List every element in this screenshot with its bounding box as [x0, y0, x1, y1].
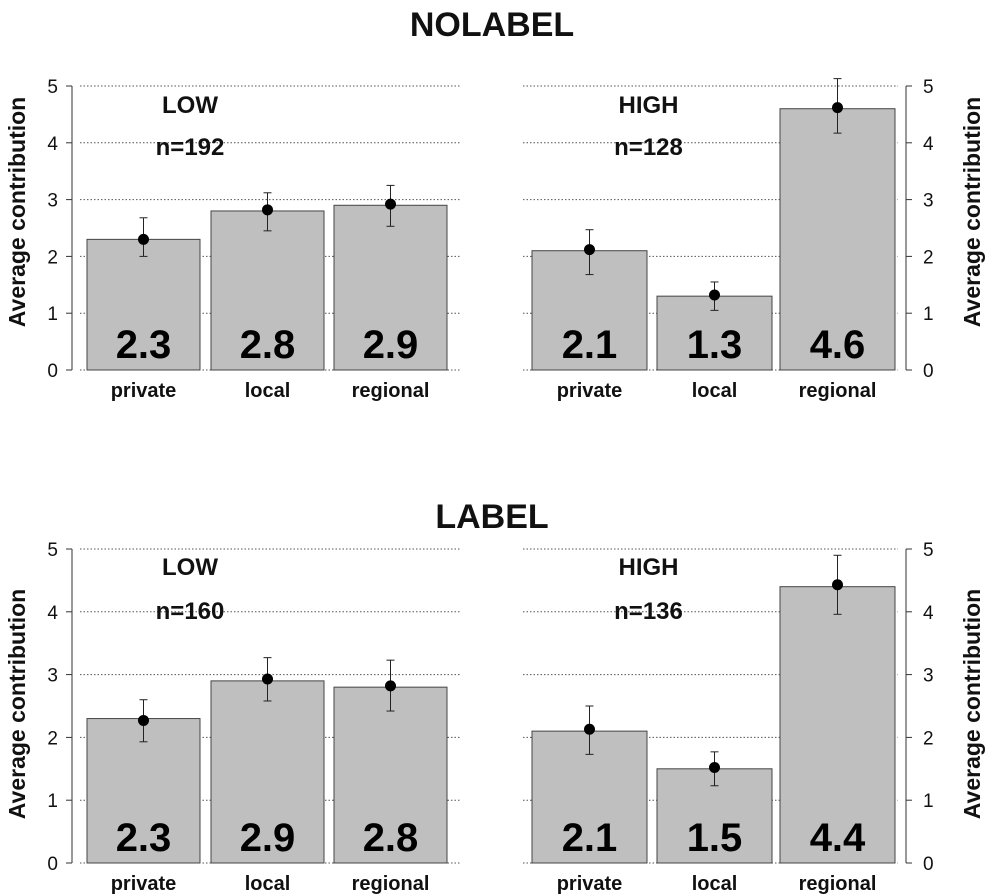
y-axis-title-right: Average contribution [959, 589, 985, 819]
bar-value-label: 1.3 [687, 323, 743, 367]
category-label: local [245, 380, 291, 402]
category-label: local [245, 873, 291, 895]
mean-point [138, 233, 149, 245]
mean-point [832, 102, 843, 114]
mean-point [832, 579, 843, 591]
y-tick-label: 3 [47, 666, 58, 687]
y-tick-label: 5 [47, 540, 58, 561]
panel-group-label: LOW [162, 554, 218, 581]
y-tick-label: 4 [923, 134, 934, 155]
panel-label-low: 0 1 2 3 4 5 LOW n=160 2.3 private 2.9 local 2.8 regio… [47, 540, 460, 895]
y-axis-title-left: Average contribution [4, 589, 30, 819]
panel-nolabel-low: 0 1 2 3 4 5 LOW n=192 2.3 private 2.8 local 2.9 regio… [47, 77, 460, 402]
mean-point [262, 204, 273, 216]
y-tick-label: 5 [47, 77, 58, 98]
y-tick-label: 4 [47, 603, 58, 624]
section-title-label: LABEL [435, 498, 548, 536]
y-axis-title-left: Average contribution [4, 97, 30, 327]
y-tick-label: 0 [923, 361, 934, 382]
category-label: private [557, 380, 623, 402]
y-tick-label: 0 [47, 361, 58, 382]
y-tick-label: 1 [47, 791, 58, 812]
bar-value-label: 2.9 [240, 816, 296, 860]
y-tick-label: 2 [47, 728, 58, 749]
panel-sample-size: n=160 [156, 598, 225, 625]
y-tick-label: 1 [923, 791, 934, 812]
category-label: regional [799, 873, 877, 895]
bar [210, 210, 325, 371]
mean-point [584, 244, 595, 256]
bar [333, 204, 448, 371]
bar-value-label: 2.3 [116, 816, 172, 860]
category-label: regional [352, 380, 430, 402]
category-label: private [557, 873, 623, 895]
nolabel-section: NOLABEL Average contribution Average con… [4, 6, 985, 402]
bar [779, 108, 896, 371]
mean-point [138, 714, 149, 726]
bar [86, 718, 201, 864]
panel-label-high: 0 1 2 3 4 5 HIGH n=136 2.1 private 1.5 local 4.4 regi… [523, 540, 934, 895]
label-section: LABEL Average contribution Average contr… [4, 498, 985, 895]
y-tick-label: 0 [923, 854, 934, 875]
category-label: regional [352, 873, 430, 895]
bar-value-label: 2.1 [562, 323, 618, 367]
y-tick-label: 2 [923, 247, 934, 268]
category-label: local [692, 873, 738, 895]
y-tick-label: 4 [47, 134, 58, 155]
panel-group-label: HIGH [619, 554, 679, 581]
bar-value-label: 4.6 [810, 323, 866, 367]
y-tick-label: 1 [47, 304, 58, 325]
y-tick-label: 3 [47, 191, 58, 212]
y-axis-title-right: Average contribution [959, 97, 985, 327]
y-tick-label: 1 [923, 304, 934, 325]
mean-point [262, 673, 273, 685]
y-tick-label: 2 [47, 247, 58, 268]
category-label: local [692, 380, 738, 402]
mean-point [584, 723, 595, 735]
category-label: private [111, 873, 177, 895]
category-label: regional [799, 380, 877, 402]
bar-value-label: 2.9 [363, 323, 419, 367]
section-title-nolabel: NOLABEL [410, 6, 574, 44]
panel-group-label: HIGH [619, 92, 679, 119]
bar-value-label: 2.8 [363, 816, 419, 860]
bar [333, 686, 448, 864]
panel-group-label: LOW [162, 92, 218, 119]
mean-point [709, 289, 720, 301]
panel-sample-size: n=128 [614, 134, 683, 161]
mean-point [385, 680, 396, 692]
bar-value-label: 2.1 [562, 816, 618, 860]
bar-value-label: 2.3 [116, 323, 172, 367]
y-tick-label: 2 [923, 728, 934, 749]
y-tick-label: 0 [47, 854, 58, 875]
panel-nolabel-high: 0 1 2 3 4 5 HIGH n=128 2.1 private 1.3 local 4.6 regi… [523, 77, 934, 402]
mean-point [709, 762, 720, 774]
bar-value-label: 2.8 [240, 323, 296, 367]
bar-value-label: 1.5 [687, 816, 743, 860]
bar-value-label: 4.4 [810, 816, 866, 860]
bar [779, 586, 896, 864]
bar [210, 680, 325, 864]
y-tick-label: 5 [923, 77, 934, 98]
mean-point [385, 198, 396, 210]
y-tick-label: 5 [923, 540, 934, 561]
bar [86, 238, 201, 371]
panel-sample-size: n=136 [614, 598, 683, 625]
panel-sample-size: n=192 [156, 134, 225, 161]
y-tick-label: 3 [923, 666, 934, 687]
category-label: private [111, 380, 177, 402]
y-tick-label: 3 [923, 191, 934, 212]
y-tick-label: 4 [923, 603, 934, 624]
